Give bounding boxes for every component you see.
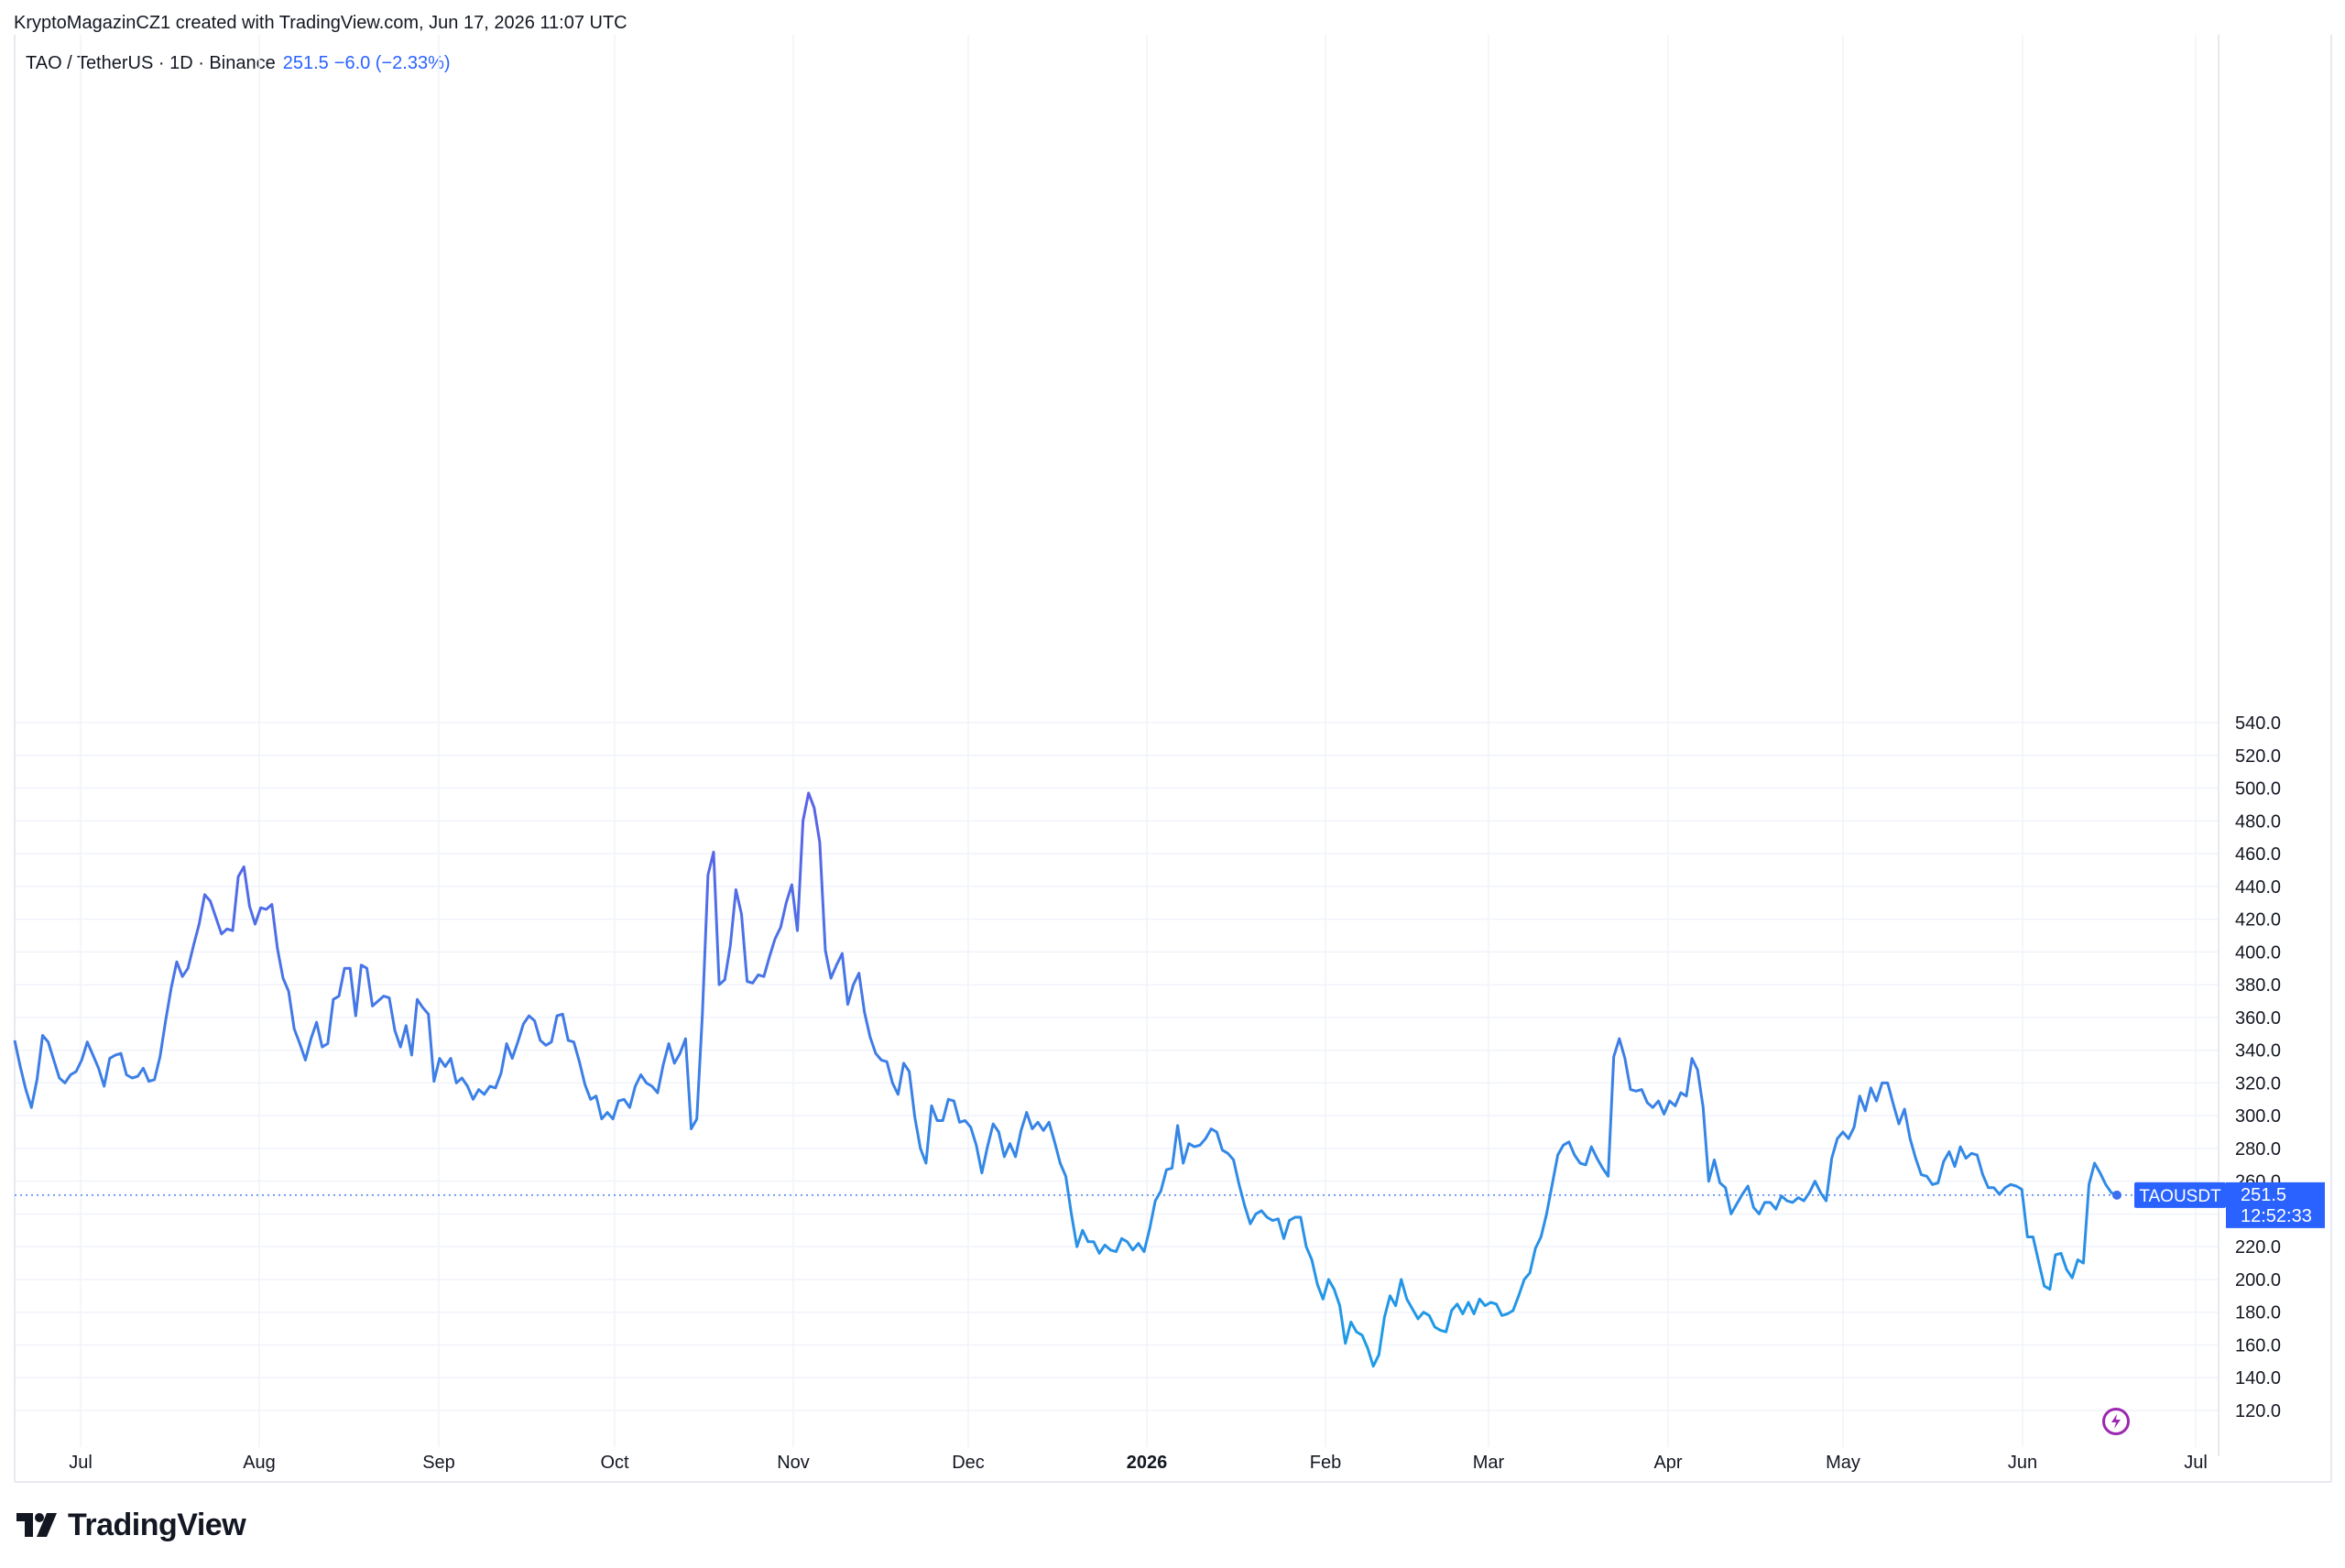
vertical-gridlines [80,35,2197,1447]
time-axis-label: Sep [422,1453,455,1473]
price-axis-label: 180.0 [2235,1303,2281,1323]
tradingview-logo-icon [16,1513,57,1537]
ticker-tag-bg [2134,1181,2226,1208]
price-axis-label: 380.0 [2235,975,2281,996]
price-axis-label: 320.0 [2235,1073,2281,1094]
price-axis-label: 500.0 [2235,779,2281,800]
price-axis-label: 480.0 [2235,811,2281,832]
price-axis-label: 360.0 [2235,1008,2281,1029]
last-price-dot [2112,1190,2121,1200]
lightning-bolt-icon[interactable] [2102,1408,2130,1435]
chart-legend[interactable]: TAO / TetherUS · 1D · Binance 251.5 −6.0 (… [26,53,451,74]
price-axis-label: 400.0 [2235,942,2281,963]
price-axis-label: 420.0 [2235,910,2281,931]
time-axis-label: Nov [777,1453,810,1473]
price-axis-label: 540.0 [2235,713,2281,734]
price-axis-labels: 540.0 520.0 500.0 480.0 460.0 440.0 420.0 400.0… [2235,713,2281,1421]
time-axis-label: Aug [243,1453,276,1473]
ticker-tag-text: TAOUSDT [2139,1187,2221,1206]
price-axis-label: 300.0 [2235,1106,2281,1127]
price-axis-label: 120.0 [2235,1401,2281,1421]
legend-symbol[interactable]: TAO / TetherUS · 1D · Binance [26,53,276,73]
time-axis-labels: Jul Aug Sep Oct Nov Dec 2026 Feb Mar Apr May Jun Jul [69,1453,2208,1473]
price-axis-label: 140.0 [2235,1368,2281,1388]
price-axis-label: 160.0 [2235,1335,2281,1356]
time-axis-label: Dec [952,1453,985,1473]
price-axis-label: 460.0 [2235,844,2281,865]
time-axis-label: May [1826,1453,1860,1473]
tradingview-logo[interactable]: TradingView [16,1505,246,1545]
price-tag-value: 251.5 [2241,1185,2286,1205]
time-axis-label: Jul [2184,1453,2208,1473]
price-axis-label: 440.0 [2235,877,2281,898]
price-series-line [13,791,2118,1368]
price-axis-label: 200.0 [2235,1270,2281,1290]
time-axis-label: Jul [69,1453,93,1473]
time-axis-label: Feb [1310,1453,1341,1473]
bolt-glyph-icon [2111,1414,2121,1429]
legend-last-price: 251.5 [282,53,329,73]
price-axis-label: 220.0 [2235,1237,2281,1258]
price-tag-countdown: 12:52:33 [2241,1206,2312,1226]
price-axis-label: 340.0 [2235,1041,2281,1062]
time-axis-label: Oct [600,1453,629,1473]
time-axis-label: Jun [2008,1453,2037,1473]
horizontal-gridlines [15,722,2219,1411]
price-axis-label: 280.0 [2235,1139,2281,1160]
legend-change: −6.0 (−2.33%) [333,53,451,73]
price-axis-label: 520.0 [2235,746,2281,767]
tradingview-wordmark: TradingView [68,1507,246,1542]
created-with-note: KryptoMagazinCZ1 created with TradingVie… [14,13,627,33]
time-axis-label: Mar [1473,1453,1505,1473]
time-axis-label: 2026 [1127,1453,1168,1473]
time-axis-label: Apr [1653,1453,1682,1473]
price-tag-bg [2226,1181,2325,1228]
last-price-tag: TAOUSDT 251.5 12:52:33 [2134,1181,2325,1228]
